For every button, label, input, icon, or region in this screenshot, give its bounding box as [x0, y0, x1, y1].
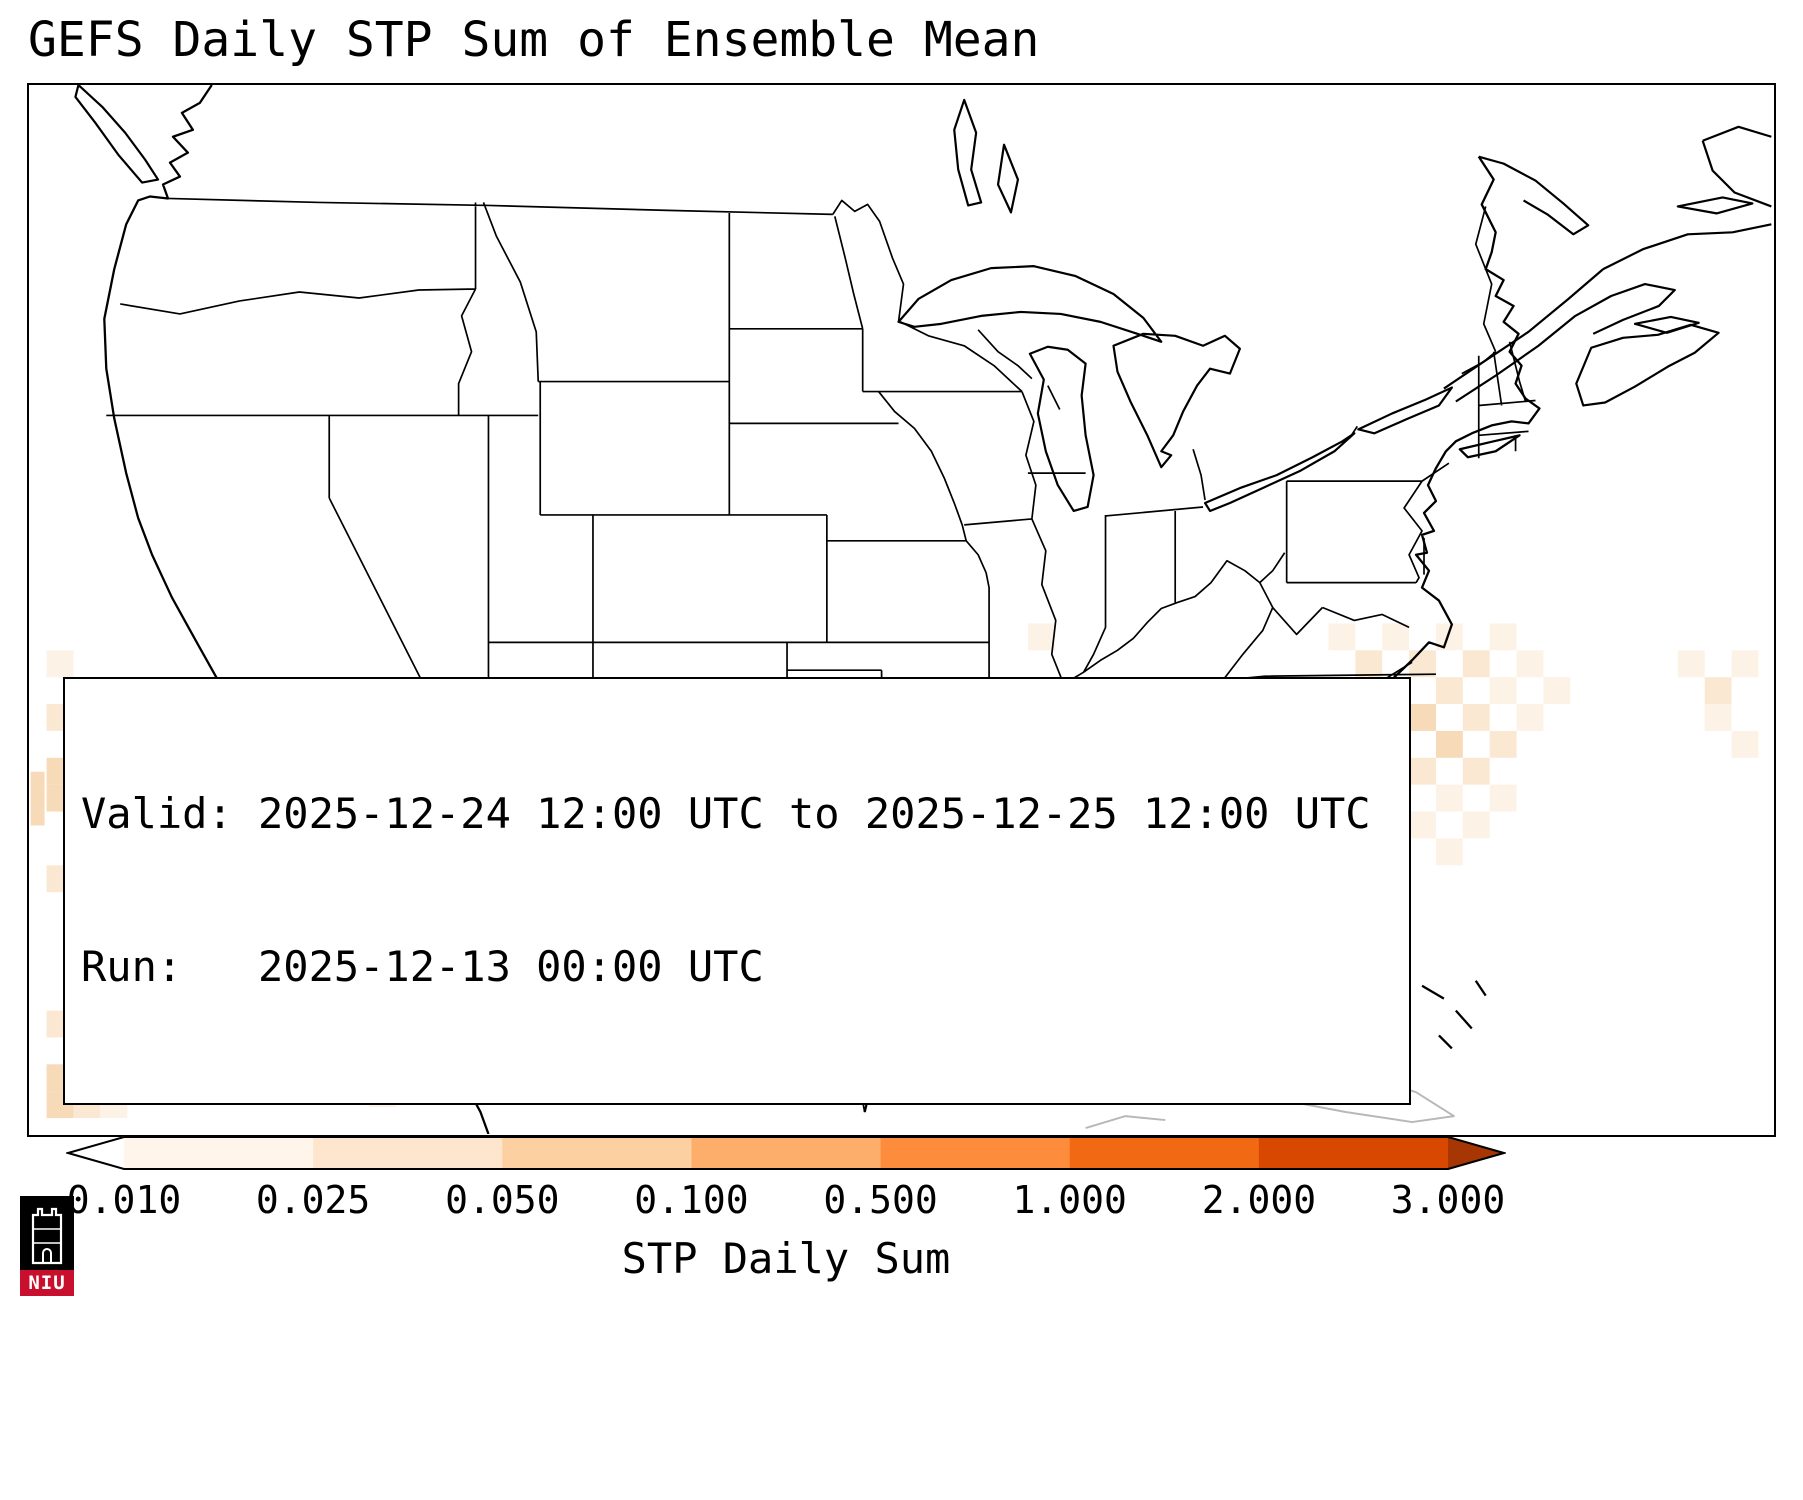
tick-label: 2.000 [1201, 1178, 1317, 1222]
colorbar-segment [1258, 1136, 1449, 1170]
great-lakes [897, 265, 1453, 513]
tick-label: 0.025 [255, 1178, 371, 1222]
colorbar-axis-label: STP Daily Sum [621, 1234, 951, 1283]
figure-title: GEFS Daily STP Sum of Ensemble Mean [28, 12, 1040, 68]
valid-time-text: Valid: 2025-12-24 12:00 UTC to 2025-12-2… [81, 788, 1371, 838]
tick-label: 0.050 [445, 1178, 560, 1222]
colorbar-segment [1069, 1136, 1260, 1170]
tick-label: 3.000 [1390, 1178, 1506, 1222]
colorbar-over-arrow [1448, 1136, 1506, 1170]
colorbar-segment [124, 1136, 314, 1170]
run-time-text: Run: 2025-12-13 00:00 UTC [81, 942, 764, 992]
colorbar-segment [313, 1136, 504, 1170]
colorbar [64, 1136, 1508, 1170]
tick-label: 1.000 [1012, 1178, 1127, 1222]
colorbar-outline [64, 1136, 1508, 1170]
colorbar-tick-labels: 0.010 0.025 0.050 0.100 0.500 1.000 2.00… [66, 1178, 1506, 1224]
niu-logo-text: NIU [20, 1270, 74, 1296]
canada-coastline [74, 85, 1772, 407]
niu-logo: NIU [20, 1196, 74, 1296]
colorbar-under-arrow [66, 1136, 124, 1170]
tick-label: 0.100 [634, 1178, 749, 1222]
castle-icon [31, 1207, 63, 1265]
colorbar-segment [502, 1136, 693, 1170]
tick-label: 0.010 [66, 1178, 182, 1222]
colorbar-segment [691, 1136, 882, 1170]
tick-label: 0.500 [823, 1178, 938, 1222]
colorbar-segment [880, 1136, 1071, 1170]
valid-run-box: Valid: 2025-12-24 12:00 UTC to 2025-12-2… [63, 677, 1411, 1105]
conus-map: Valid: 2025-12-24 12:00 UTC to 2025-12-2… [27, 83, 1776, 1137]
